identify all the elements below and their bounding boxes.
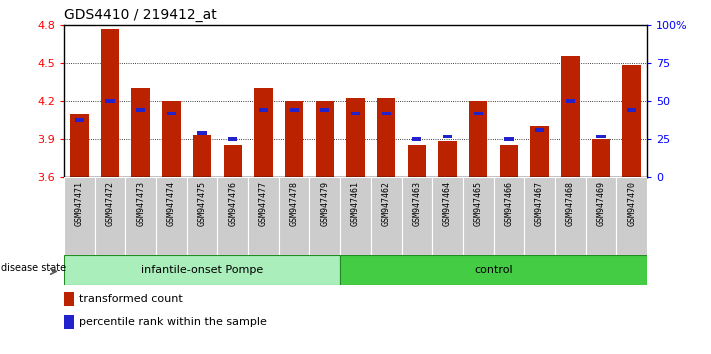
- Text: GSM947470: GSM947470: [627, 181, 636, 226]
- Bar: [259, 108, 268, 112]
- Text: GSM947472: GSM947472: [105, 181, 114, 226]
- Text: GSM947479: GSM947479: [321, 181, 329, 226]
- Bar: [530, 126, 549, 177]
- Bar: [316, 101, 334, 177]
- Bar: [371, 177, 402, 255]
- Bar: [340, 255, 647, 285]
- Text: GDS4410 / 219412_at: GDS4410 / 219412_at: [64, 8, 217, 22]
- Bar: [187, 177, 218, 255]
- Text: GSM947476: GSM947476: [228, 181, 237, 226]
- Bar: [439, 142, 456, 177]
- Text: GSM947478: GSM947478: [289, 181, 299, 226]
- Bar: [228, 137, 237, 141]
- Text: transformed count: transformed count: [78, 294, 182, 304]
- Text: GSM947466: GSM947466: [504, 181, 513, 226]
- Text: control: control: [474, 265, 513, 275]
- Text: GSM947462: GSM947462: [382, 181, 390, 226]
- Bar: [402, 177, 432, 255]
- Bar: [351, 112, 360, 115]
- Text: GSM947461: GSM947461: [351, 181, 360, 226]
- Bar: [407, 145, 426, 177]
- Bar: [555, 177, 586, 255]
- Bar: [132, 88, 150, 177]
- Bar: [622, 65, 641, 177]
- Bar: [377, 98, 395, 177]
- Bar: [469, 101, 488, 177]
- Bar: [248, 177, 279, 255]
- Bar: [561, 57, 579, 177]
- Bar: [64, 292, 75, 306]
- Bar: [616, 177, 647, 255]
- Bar: [500, 145, 518, 177]
- Bar: [105, 99, 114, 103]
- Text: GSM947464: GSM947464: [443, 181, 452, 226]
- Bar: [162, 101, 181, 177]
- Bar: [125, 177, 156, 255]
- Bar: [64, 177, 95, 255]
- Bar: [255, 88, 272, 177]
- Text: percentile rank within the sample: percentile rank within the sample: [78, 317, 267, 327]
- Text: GSM947468: GSM947468: [566, 181, 574, 226]
- Text: GSM947475: GSM947475: [198, 181, 207, 226]
- Bar: [320, 108, 329, 112]
- Bar: [432, 177, 463, 255]
- Bar: [198, 131, 207, 135]
- Bar: [592, 139, 610, 177]
- Bar: [95, 177, 125, 255]
- Bar: [443, 135, 452, 138]
- Bar: [156, 177, 187, 255]
- Text: GSM947471: GSM947471: [75, 181, 84, 226]
- Bar: [524, 177, 555, 255]
- Bar: [309, 177, 340, 255]
- Bar: [382, 112, 391, 115]
- Bar: [627, 108, 636, 112]
- Bar: [75, 118, 84, 122]
- Bar: [64, 315, 75, 329]
- Bar: [493, 177, 524, 255]
- Text: infantile-onset Pompe: infantile-onset Pompe: [141, 265, 263, 275]
- Bar: [136, 108, 145, 112]
- Bar: [101, 29, 119, 177]
- Bar: [223, 145, 242, 177]
- Bar: [167, 112, 176, 115]
- Text: GSM947467: GSM947467: [535, 181, 544, 226]
- Bar: [70, 114, 89, 177]
- Bar: [566, 99, 575, 103]
- Text: disease state: disease state: [1, 263, 66, 273]
- Bar: [193, 135, 211, 177]
- Bar: [504, 137, 513, 141]
- Bar: [463, 177, 493, 255]
- Text: GSM947474: GSM947474: [167, 181, 176, 226]
- Text: GSM947463: GSM947463: [412, 181, 422, 226]
- Text: GSM947465: GSM947465: [474, 181, 483, 226]
- Bar: [346, 98, 365, 177]
- Bar: [412, 137, 422, 141]
- Text: GSM947469: GSM947469: [597, 181, 606, 226]
- Bar: [285, 101, 304, 177]
- Text: GSM947477: GSM947477: [259, 181, 268, 226]
- Bar: [340, 177, 371, 255]
- Bar: [586, 177, 616, 255]
- Bar: [279, 177, 309, 255]
- Bar: [474, 112, 483, 115]
- Bar: [597, 135, 606, 138]
- Bar: [535, 128, 544, 132]
- Bar: [218, 177, 248, 255]
- Bar: [64, 255, 340, 285]
- Bar: [289, 108, 299, 112]
- Text: GSM947473: GSM947473: [137, 181, 145, 226]
